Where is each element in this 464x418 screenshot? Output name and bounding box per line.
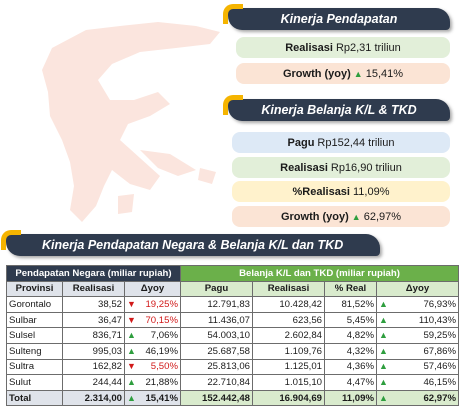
up-triangle-icon: ▲	[127, 376, 136, 387]
table-row: Sulteng 995,03 ▲ 46,19% 25.687,58 1.109,7…	[6, 342, 459, 360]
banner-title: Kinerja Belanja K/L & TKD	[261, 103, 417, 117]
up-triangle-icon: ▲	[379, 314, 388, 325]
sulawesi-map-illustration	[42, 22, 220, 222]
belanja-pct-realisasi-pill: %Realisasi 11,09%	[232, 181, 450, 202]
banner-title: Kinerja Pendapatan Negara & Belanja K/L …	[42, 238, 344, 252]
table-row: Sultra 162,82 ▼ 5,50% 25.813,06 1.125,01 …	[6, 358, 459, 376]
kinerja-pendapatan-banner: Kinerja Pendapatan	[223, 4, 450, 30]
table-row: Gorontalo 38,52 ▼ 19,25% 12.791,83 10.428…	[6, 296, 459, 313]
up-triangle-icon: ▲	[127, 392, 136, 403]
belanja-pagu-pill: Pagu Rp152,44 triliun	[232, 132, 450, 153]
belanja-group-header: Belanja K/L dan TKD (miliar rupiah)	[180, 265, 459, 282]
banner-title: Kinerja Pendapatan	[280, 12, 398, 26]
col-realisasi: Realisasi	[62, 280, 125, 298]
down-triangle-icon: ▼	[127, 361, 136, 372]
belanja-pct-realisasi-value: 11,09%	[352, 185, 390, 198]
col-yoy-belanja: Δyoy	[376, 280, 459, 298]
table-total-row: Total 2.314,00 ▲ 15,41% 152.442,48 16.904…	[6, 389, 459, 407]
pendapatan-realisasi-value: Rp2,31 triliun	[335, 41, 401, 54]
table-body: Gorontalo 38,52 ▼ 19,25% 12.791,83 10.428…	[6, 296, 459, 407]
kinerja-table: Pendapatan Negara (miliar rupiah) Belanj…	[6, 265, 459, 407]
up-triangle-icon: ▲	[379, 392, 388, 403]
col-provinsi: Provinsi	[6, 280, 63, 298]
col-pct-real: % Real	[324, 280, 377, 298]
col-pagu: Pagu	[180, 280, 253, 298]
up-triangle-icon: ▲	[379, 330, 388, 341]
up-triangle-icon: ▲	[379, 361, 388, 372]
pendapatan-growth-pill: Growth (yoy) ▲ 15,41%	[236, 63, 450, 84]
table-section-banner: Kinerja Pendapatan Negara & Belanja K/L …	[1, 230, 380, 256]
belanja-realisasi-pill: Realisasi Rp16,90 triliun	[232, 157, 450, 178]
up-triangle-icon: ▲	[351, 211, 361, 222]
down-triangle-icon: ▼	[127, 298, 136, 309]
pendapatan-group-header: Pendapatan Negara (miliar rupiah)	[6, 265, 181, 282]
down-triangle-icon: ▼	[127, 314, 136, 325]
up-triangle-icon: ▲	[353, 68, 363, 79]
accent-corner-icon	[1, 230, 21, 250]
up-triangle-icon: ▲	[379, 376, 388, 387]
pendapatan-growth-value: 15,41%	[365, 67, 404, 80]
col-yoy: Δyoy	[124, 280, 181, 298]
table-row: Sulsel 836,71 ▲ 7,06% 54.003,10 2.602,84 …	[6, 327, 459, 344]
pendapatan-realisasi-pill: Realisasi Rp2,31 triliun	[236, 37, 450, 58]
kinerja-belanja-banner: Kinerja Belanja K/L & TKD	[223, 95, 450, 121]
belanja-realisasi-value: Rp16,90 triliun	[330, 161, 402, 174]
accent-corner-icon	[223, 4, 243, 24]
accent-corner-icon	[223, 95, 243, 115]
table-row: Sulbar 36,47 ▼ 70,15% 11.436,07 623,56 5,…	[6, 311, 459, 329]
up-triangle-icon: ▲	[127, 345, 136, 356]
table-row: Sulut 244,44 ▲ 21,88% 22.710,84 1.015,10 …	[6, 374, 459, 391]
col-realisasi-belanja: Realisasi	[252, 280, 325, 298]
belanja-growth-value: 62,97%	[363, 210, 402, 223]
up-triangle-icon: ▲	[127, 330, 136, 341]
up-triangle-icon: ▲	[379, 298, 388, 309]
belanja-growth-pill: Growth (yoy) ▲ 62,97%	[232, 206, 450, 227]
belanja-pagu-value: Rp152,44 triliun	[317, 136, 395, 149]
up-triangle-icon: ▲	[379, 345, 388, 356]
